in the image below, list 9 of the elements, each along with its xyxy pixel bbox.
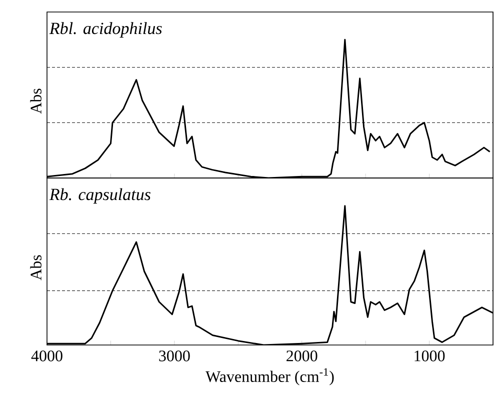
x-tick-label: 1000 <box>414 350 445 362</box>
text: Rb. capsulatus <box>49 188 150 204</box>
x-axis-title: Wavenumber (cm$^{-1}$) <box>206 368 334 386</box>
y-axis-title: Abs <box>30 255 42 280</box>
x-tick-label: 3000 <box>159 350 190 362</box>
x-tick-label: 4000 <box>31 350 62 362</box>
text: Rbl. acidophilus <box>49 22 162 38</box>
x-tick-label: 2000 <box>286 350 318 362</box>
y-axis-title: Abs <box>30 88 42 114</box>
